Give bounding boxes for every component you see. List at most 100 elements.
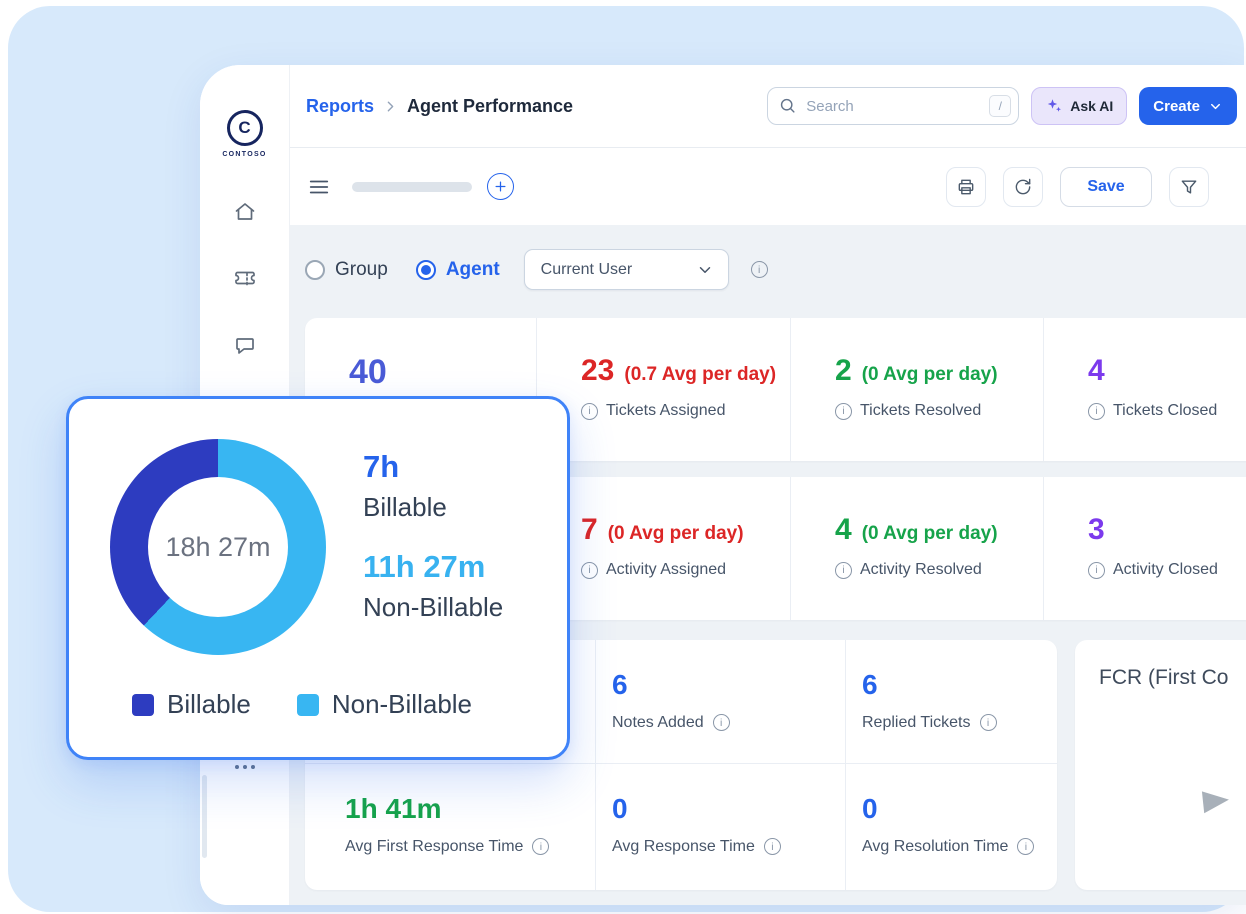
- ask-ai-button[interactable]: Ask AI: [1031, 87, 1128, 125]
- filter-button[interactable]: [1169, 166, 1209, 207]
- info-icon[interactable]: [835, 561, 852, 579]
- info-icon[interactable]: [1088, 561, 1105, 579]
- stat-label: Activity Closed: [1113, 561, 1218, 578]
- legend-item-billable: Billable: [132, 689, 251, 720]
- info-icon[interactable]: [712, 714, 730, 732]
- home-icon[interactable]: [233, 200, 257, 229]
- legend-item-nonbillable: Non-Billable: [296, 689, 473, 720]
- stat-value: 4: [835, 513, 852, 546]
- stat-tickets-assigned: 23 (0.7 Avg per day) Tickets Assigned: [536, 318, 790, 461]
- legend-label: Non-Billable: [331, 689, 473, 719]
- stat-avg-suffix: (0 Avg per day): [861, 364, 998, 385]
- info-icon[interactable]: [835, 402, 852, 420]
- stat-activity-closed: 3 Activity Closed: [1043, 477, 1246, 620]
- stat-label: Activity Resolved: [860, 561, 982, 578]
- gauge-needle-icon: [1201, 788, 1231, 814]
- stat-value: 7: [581, 513, 598, 546]
- stat-value: 4: [1088, 354, 1105, 387]
- ask-ai-label: Ask AI: [1070, 98, 1114, 114]
- sidebar-scrollbar[interactable]: [202, 775, 207, 858]
- fcr-card-title: FCR (First Co: [1099, 666, 1229, 689]
- stat-label: Activity Assigned: [606, 561, 727, 578]
- scope-filter-row: Group Agent Current User: [305, 249, 768, 290]
- info-icon[interactable]: [1088, 402, 1105, 420]
- stat-value: 6: [612, 669, 628, 700]
- nonbillable-value: 11h 27m: [363, 549, 486, 584]
- create-label: Create: [1153, 97, 1200, 115]
- page-title: Agent Performance: [407, 95, 574, 116]
- add-widget-button[interactable]: [487, 173, 514, 200]
- refresh-button[interactable]: [1003, 166, 1043, 207]
- stat-activity-assigned: 7 (0 Avg per day) Activity Assigned: [536, 477, 790, 620]
- legend-swatch-billable: [132, 693, 154, 716]
- stat-label: Avg First Response Time: [345, 837, 524, 855]
- info-icon[interactable]: [979, 714, 997, 732]
- info-icon[interactable]: [763, 838, 781, 856]
- info-icon[interactable]: [1017, 838, 1035, 856]
- agent-select[interactable]: Current User: [523, 249, 729, 290]
- contoso-logo-text: CONTOSO: [222, 151, 267, 158]
- stat-value: 6: [862, 669, 878, 700]
- billable-values: 7h Billable 11h 27m Non-Billable: [363, 451, 503, 623]
- chevron-down-icon: [1211, 103, 1220, 109]
- group-radio[interactable]: [305, 259, 325, 280]
- funnel-icon: [1181, 179, 1197, 194]
- menu-icon[interactable]: [308, 176, 330, 198]
- stat-value: 2: [835, 354, 852, 387]
- stat-label: Avg Resolution Time: [862, 837, 1009, 855]
- stat-label: Replied Tickets: [862, 713, 971, 731]
- search-box: /: [767, 87, 1020, 125]
- stat-value: 0: [612, 793, 628, 824]
- create-button[interactable]: Create: [1139, 87, 1237, 125]
- ticket-icon[interactable]: [233, 267, 257, 296]
- report-name-skeleton: [352, 181, 472, 192]
- contoso-logo-icon: C: [226, 110, 263, 146]
- info-icon[interactable]: [581, 561, 598, 579]
- contoso-logo[interactable]: C CONTOSO: [200, 110, 289, 158]
- stat-label: Tickets Closed: [1113, 402, 1218, 419]
- fcr-card: FCR (First Co: [1075, 640, 1246, 890]
- legend-swatch-nonbillable: [296, 693, 319, 716]
- info-icon[interactable]: [581, 402, 598, 420]
- header: Reports Agent Performance / Ask AI Creat…: [290, 65, 1246, 148]
- chevron-down-icon: [699, 266, 710, 273]
- save-button[interactable]: Save: [1060, 166, 1152, 207]
- stat-avg-suffix: (0 Avg per day): [861, 523, 998, 544]
- stat-activity-resolved: 4 (0 Avg per day) Activity Resolved: [790, 477, 1043, 620]
- billable-value: 7h: [363, 449, 400, 484]
- stat-value: 40: [349, 353, 387, 391]
- stat-avg-suffix: (0 Avg per day): [607, 523, 744, 544]
- group-radio-label[interactable]: Group: [335, 258, 388, 280]
- stat-label: Notes Added: [612, 713, 704, 731]
- agent-radio[interactable]: [415, 259, 436, 280]
- stat-tickets-resolved: 2 (0 Avg per day) Tickets Resolved: [790, 318, 1043, 461]
- print-button[interactable]: [946, 166, 986, 207]
- donut-center-label: 18h 27m: [165, 531, 271, 562]
- stat-value: 1h 41m: [345, 793, 442, 824]
- chevron-right-icon: [382, 98, 399, 115]
- search-input[interactable]: [767, 87, 1020, 125]
- stat-avg-first-response-time: 1h 41m Avg First Response Time: [305, 763, 595, 890]
- agent-radio-label[interactable]: Agent: [445, 258, 500, 280]
- legend-label: Billable: [167, 689, 251, 719]
- stat-avg-suffix: (0.7 Avg per day): [624, 364, 777, 385]
- billable-hours-card: 18h 27m 7h Billable 11h 27m Non-Billable…: [66, 396, 570, 760]
- breadcrumb-reports[interactable]: Reports: [306, 95, 375, 116]
- stat-replied-tickets: 6 Replied Tickets: [845, 640, 1057, 763]
- info-icon[interactable]: [750, 261, 768, 278]
- donut-center: 18h 27m: [148, 477, 288, 617]
- stat-avg-resolution-time: 0 Avg Resolution Time: [845, 763, 1057, 890]
- refresh-icon: [1015, 178, 1031, 194]
- stat-label: Avg Response Time: [612, 837, 755, 855]
- breadcrumb: Reports Agent Performance: [306, 96, 573, 117]
- stat-value: 23: [581, 354, 615, 387]
- plus-icon: [495, 181, 506, 192]
- info-icon[interactable]: [532, 838, 550, 856]
- stat-label: Tickets Resolved: [860, 402, 982, 419]
- stat-tickets-closed: 4 Tickets Closed: [1043, 318, 1246, 461]
- agent-select-value: Current User: [540, 260, 633, 278]
- chat-icon[interactable]: [233, 334, 257, 363]
- sparkle-icon: [1048, 99, 1062, 112]
- more-icon[interactable]: [200, 765, 289, 769]
